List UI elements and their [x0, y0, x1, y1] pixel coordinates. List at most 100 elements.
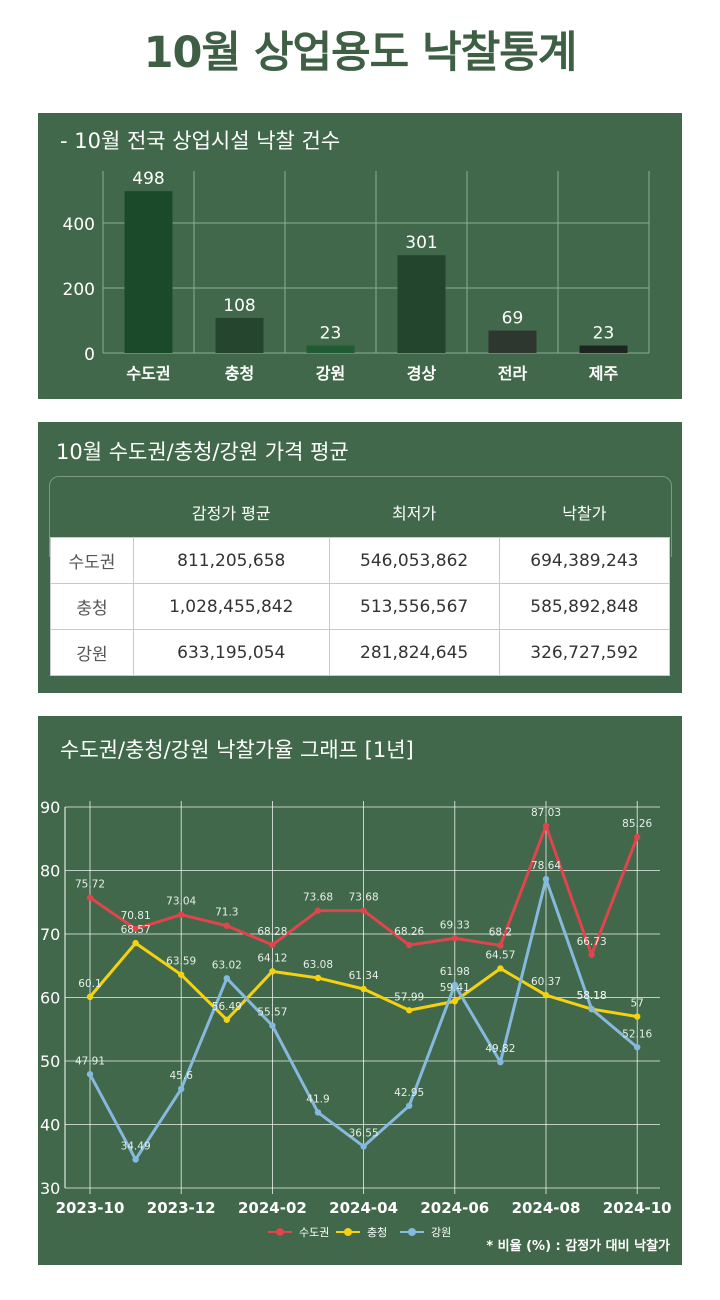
y-tick-label: 30: [40, 1179, 60, 1198]
table-cell: 1,028,455,842: [133, 583, 330, 630]
data-point: [86, 894, 94, 901]
data-label: 70.81: [121, 910, 151, 922]
x-category-label: 경상: [407, 364, 437, 383]
y-tick-label: 50: [40, 1052, 60, 1071]
data-label: 56.49: [212, 1001, 242, 1013]
bar: [306, 345, 355, 353]
data-label: 58.18: [577, 990, 607, 1002]
data-point: [178, 1085, 185, 1093]
y-tick-label: 400: [63, 215, 95, 235]
x-category-label: 전라: [498, 364, 528, 383]
data-label: 34.49: [121, 1140, 151, 1152]
data-point: [497, 942, 504, 949]
table-cell: 585,892,848: [498, 583, 671, 630]
data-label: 57: [631, 998, 644, 1010]
table-cell: 546,053,862: [328, 537, 500, 584]
data-point: [314, 907, 322, 914]
line-chart-panel: 수도권/충청/강원 낙찰가율 그래프 [1년] 30 40 50 60 70 80 90 20…: [38, 716, 682, 1265]
y-tick-label: 70: [40, 925, 60, 944]
data-point: [132, 1156, 139, 1163]
data-label: 58.18: [577, 990, 607, 1002]
table-row: 강원 633,195,054 281,824,645 326,727,592: [50, 629, 671, 676]
data-label: 60.1: [78, 978, 101, 990]
data-point: [451, 935, 458, 942]
data-label: 71.3: [215, 907, 238, 919]
data-label: 73.04: [166, 896, 196, 908]
y-tick-label: 40: [40, 1116, 60, 1135]
x-category-label: 수도권: [126, 364, 170, 383]
data-point: [451, 981, 458, 989]
data-label: 63.02: [212, 959, 242, 971]
footnote: * 비율 (%) : 감정가 대비 낙찰가: [486, 1239, 670, 1254]
price-table: 감정가 평균 최저가 낙찰가 수도권 811,205,658 546,053,8…: [50, 487, 671, 676]
y-tick-label: 80: [40, 862, 60, 881]
table-cell: 326,727,592: [498, 629, 671, 676]
legend-label: 수도권: [299, 1226, 329, 1239]
data-point: [223, 975, 230, 982]
table-cell: 633,195,054: [133, 629, 330, 676]
x-tick-label: 2023-10: [56, 1199, 125, 1217]
legend-marker: [408, 1228, 416, 1236]
data-label: 63.59: [166, 956, 196, 968]
data-label: 66.73: [577, 936, 607, 948]
table-row-label: 강원: [50, 629, 134, 676]
table-row: 충청 1,028,455,842 513,556,567 585,892,848: [50, 583, 671, 630]
x-category-label: 강원: [316, 364, 345, 383]
y-tick-label: 0: [84, 345, 95, 365]
y-tick-label: 200: [63, 280, 95, 300]
data-point: [132, 925, 139, 933]
data-point: [588, 951, 595, 958]
data-label: 52.16: [622, 1028, 652, 1040]
data-point: [360, 1143, 367, 1150]
table-header-cell: 낙찰가: [562, 504, 607, 523]
table-header-cell: [51, 487, 134, 538]
data-point: [634, 833, 641, 841]
data-point: [132, 939, 139, 947]
bar: [397, 255, 446, 353]
data-point: [178, 971, 185, 978]
data-point: [634, 1013, 641, 1020]
data-point: [497, 965, 504, 972]
bar: [124, 191, 173, 353]
data-point: [178, 911, 185, 918]
data-label: 47.91: [75, 1055, 105, 1067]
legend-marker: [344, 1228, 352, 1236]
line-chart: 30 40 50 60 70 80 90 2023-10 2023-12 2024-02 2024-…: [40, 798, 672, 1239]
bar-chart-panel: - 10월 전국 상업시설 낙찰 건수 0 200 400 498 수도권 108 충청 23…: [38, 113, 682, 399]
data-point: [269, 968, 276, 975]
data-point: [314, 974, 322, 982]
data-label: 68.57: [121, 924, 151, 936]
table-row-label: 수도권: [50, 537, 134, 584]
data-label: 41.9: [306, 1093, 329, 1105]
bar-value-label: 69: [502, 309, 524, 329]
table-cell: 513,556,567: [328, 583, 500, 630]
data-point: [269, 1022, 276, 1029]
bar-value-label: 301: [405, 233, 437, 253]
data-point: [86, 1071, 94, 1078]
data-point: [223, 1016, 230, 1023]
x-tick-label: 2024-06: [420, 1199, 489, 1217]
page-title: 10월 상업용도 낙찰통계: [143, 28, 578, 78]
data-label: 75.72: [75, 879, 105, 891]
data-label: 42.95: [394, 1087, 424, 1099]
bar-value-label: 108: [223, 296, 255, 316]
x-category-label: 충청: [225, 364, 254, 383]
y-tick-label: 60: [40, 989, 60, 1008]
data-label: 59.41: [440, 982, 470, 994]
data-point: [588, 1005, 595, 1013]
data-point: [223, 922, 230, 929]
data-point: [451, 998, 458, 1005]
data-label: 68.28: [257, 926, 287, 938]
data-point: [542, 991, 550, 999]
x-tick-label: 2024-04: [329, 1199, 398, 1217]
data-label: 61.98: [440, 966, 470, 978]
data-point: [542, 875, 550, 883]
legend-label: 강원: [431, 1226, 451, 1239]
x-tick-label: 2024-02: [238, 1199, 307, 1217]
data-point: [406, 1007, 413, 1014]
data-label: 60.37: [531, 976, 561, 988]
data-label: 69.33: [440, 919, 470, 931]
price-table-title: 10월 수도권/충청/강원 가격 평균: [56, 440, 349, 464]
bar: [488, 330, 537, 353]
data-label: 73.68: [303, 892, 333, 904]
